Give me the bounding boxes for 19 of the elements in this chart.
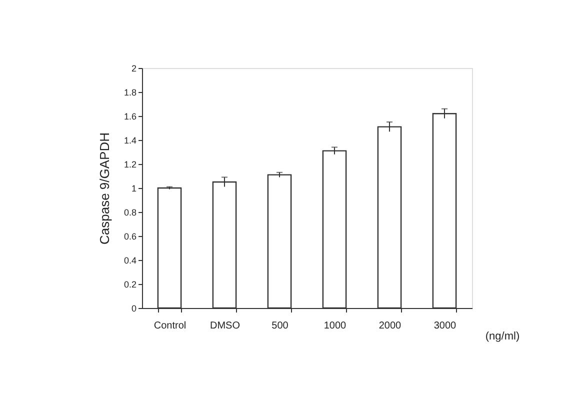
x-tick-label: 500 bbox=[272, 320, 289, 332]
y-tick-label: 0 bbox=[131, 304, 136, 314]
y-tick-label: 2 bbox=[131, 64, 136, 74]
y-tick-label: 0.6 bbox=[124, 232, 136, 242]
x-axis-title: (ng/ml) bbox=[485, 330, 520, 342]
x-tick-label: DMSO bbox=[210, 320, 240, 332]
y-tick-label: 0.4 bbox=[124, 256, 136, 266]
y-tick-label: 1.6 bbox=[124, 112, 136, 122]
y-tick-label: 1.8 bbox=[124, 88, 136, 98]
x-tick-label: Control bbox=[154, 320, 186, 332]
x-tick-label: 1000 bbox=[324, 320, 347, 332]
x-tick-label: 2000 bbox=[378, 320, 402, 332]
y-axis-title: Caspase 9/GAPDH bbox=[96, 132, 112, 244]
y-tick-label: 0.8 bbox=[124, 208, 136, 218]
y-tick-label: 0.2 bbox=[124, 280, 136, 290]
y-tick-label: 1.4 bbox=[124, 136, 136, 146]
x-tick-label: 3000 bbox=[434, 320, 457, 332]
y-tick-label: 1.2 bbox=[124, 160, 136, 170]
y-tick-label: 1 bbox=[131, 184, 136, 194]
